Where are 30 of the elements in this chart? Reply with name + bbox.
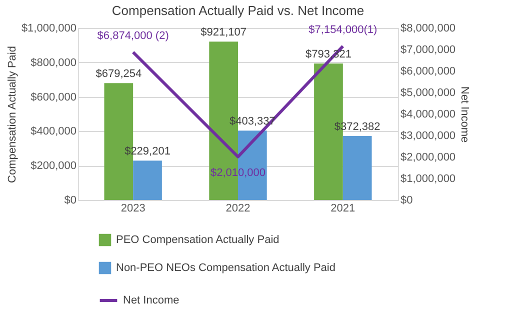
data-label: $6,874,000 (2) (97, 30, 169, 42)
y-tick-label: $600,000 (30, 91, 76, 104)
y2-tick-label: $2,000,000 (400, 152, 456, 164)
y-tick-label: $200,000 (30, 160, 76, 172)
y-tick-label: $800,000 (30, 56, 76, 69)
y2-axis-title: Net Income (458, 86, 471, 143)
legend-label: Net Income (123, 294, 180, 306)
y2-tick-label: $6,000,000 (400, 66, 456, 78)
bar (342, 136, 372, 200)
bar (133, 160, 162, 200)
x-tick-label: 2022 (226, 202, 250, 214)
y2-tick-label: $1,000,000 (400, 173, 456, 185)
y2-tick-label: $4,000,000 (400, 108, 456, 120)
x-tick-label: 2021 (330, 202, 356, 214)
legend-label: Non-PEO NEOs Compensation Actually Paid (116, 262, 336, 274)
data-label: $679,254 (96, 68, 142, 80)
y2-tick-label: $7,000,000 (400, 44, 456, 56)
y2-tick-label: $5,000,000 (400, 87, 456, 99)
y-axis-title: Compensation Actually Paid (6, 46, 18, 183)
y-tick-label: $1,000,000 (21, 22, 76, 34)
data-label: $921,107 (200, 26, 247, 39)
chart-title: Compensation Actually Paid vs. Net Income (112, 3, 364, 18)
y2-tick-label: $3,000,000 (400, 130, 456, 142)
y2-tick-label: $0 (400, 194, 413, 206)
y2-tick-label: $8,000,000 (400, 22, 456, 34)
y-tick-label: $400,000 (30, 126, 76, 138)
legend-label: PEO Compensation Actually Paid (116, 234, 280, 246)
data-label: $7,154,000(1) (308, 24, 378, 36)
y-tick-label: $0 (64, 194, 76, 206)
x-tick-label: 2023 (120, 202, 146, 214)
